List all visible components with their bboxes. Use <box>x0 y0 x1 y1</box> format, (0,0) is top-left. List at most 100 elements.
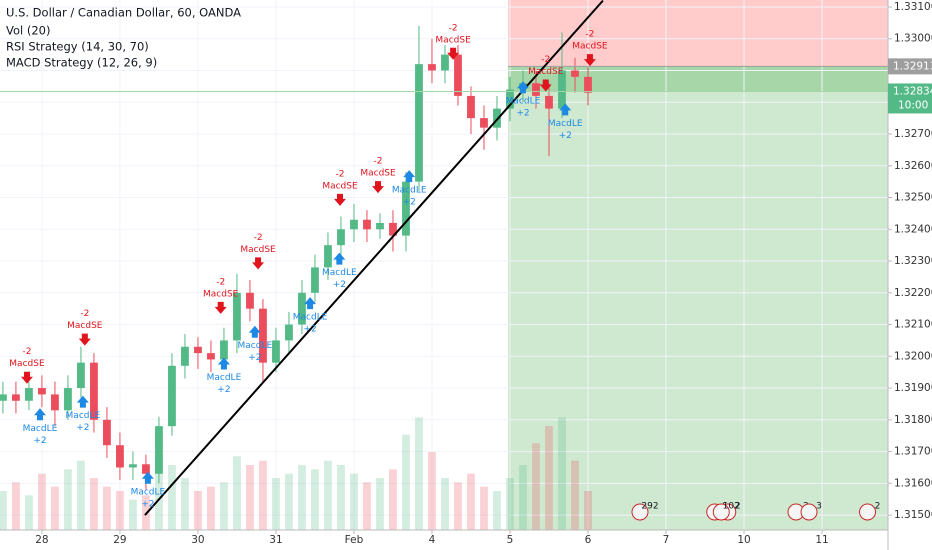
indicator: RSI Strategy (14, 30, 70) <box>6 40 149 54</box>
volume-bar <box>467 473 475 530</box>
y-tick-label: 1.31900 <box>894 382 932 394</box>
candle-body <box>350 219 358 230</box>
signal-label: MacdLE <box>322 268 357 278</box>
volume-bar <box>415 417 423 530</box>
volume-bar <box>454 482 462 530</box>
signal-arrow <box>333 252 346 265</box>
x-tick-label: 6 <box>585 534 592 546</box>
volume-bar <box>259 460 267 530</box>
indicator: MACD Strategy (12, 26, 9) <box>6 56 157 70</box>
entry-price-box <box>888 58 932 75</box>
candle-body <box>25 388 33 401</box>
x-tick-label: 28 <box>35 534 48 546</box>
x-tick-label: 5 <box>507 534 514 546</box>
candle-body <box>77 362 85 389</box>
countdown-label: 10:00 <box>898 99 928 111</box>
candle-body <box>90 362 98 420</box>
signal-qty: -2 <box>335 169 344 179</box>
event-count: 292 <box>641 502 658 512</box>
signal-arrow <box>248 325 261 338</box>
signal-label: MacdLE <box>66 411 101 421</box>
signal-arrow <box>217 357 230 370</box>
signal-qty: +2 <box>33 436 46 446</box>
signal-qty: +2 <box>217 385 230 395</box>
signal-qty: -2 <box>585 30 594 40</box>
y-tick-label: 1.32200 <box>894 287 932 299</box>
signal-qty: +2 <box>248 353 261 363</box>
signal-arrow <box>583 54 596 67</box>
candle-body <box>545 95 553 109</box>
candle-body <box>12 394 20 401</box>
y-tick-label: 1.32600 <box>894 160 932 172</box>
candle-body <box>480 118 488 128</box>
candle-body <box>441 54 449 71</box>
signal-label: MacdLE <box>392 186 427 196</box>
volume-bar <box>389 469 397 530</box>
indicator: Vol (20) <box>6 24 50 38</box>
candle-body <box>168 365 176 427</box>
volume-bar <box>324 460 332 530</box>
event-icon <box>859 503 877 521</box>
candle-body <box>64 388 72 411</box>
candle-body <box>415 64 423 182</box>
volume-bar <box>168 465 176 530</box>
candle-body <box>103 419 111 446</box>
volume-bar <box>129 499 137 530</box>
signal-arrow <box>403 170 416 183</box>
volume-bar <box>246 465 254 530</box>
signal-qty: -2 <box>216 277 225 287</box>
volume-bar <box>272 478 280 530</box>
y-tick-label: 1.32500 <box>894 192 932 204</box>
volume-bar <box>77 460 85 530</box>
candle-body <box>259 308 267 363</box>
chart-title: U.S. Dollar / Canadian Dollar, 60, OANDA <box>6 6 241 20</box>
volume-bar <box>363 482 371 530</box>
signal-qty: +2 <box>333 280 346 290</box>
current-price-label: 1.32834 <box>893 85 932 97</box>
volume-bar <box>428 452 436 530</box>
signal-qty: -2 <box>541 55 550 65</box>
candle-body <box>493 108 501 128</box>
event-count: 102 <box>723 502 740 512</box>
signal-label: MacdLE <box>207 373 242 383</box>
candle-body <box>428 64 436 71</box>
y-tick-label: 1.31500 <box>894 509 932 521</box>
volume-bar <box>571 460 579 530</box>
signal-arrow <box>516 81 529 94</box>
signal-label: MacdSE <box>322 181 358 191</box>
candle-body <box>506 89 514 109</box>
candle-body <box>376 222 384 230</box>
y-tick-label: 1.33100 <box>894 1 932 13</box>
x-tick-label: 10 <box>737 534 750 546</box>
volume-bar <box>376 478 384 530</box>
signal-qty: -2 <box>374 157 383 167</box>
signal-arrow <box>252 257 265 270</box>
signal-arrow <box>372 181 385 194</box>
event-icon <box>631 503 649 521</box>
x-tick-label: 4 <box>429 534 436 546</box>
volume-bar <box>25 495 33 530</box>
signal-arrow <box>214 301 227 314</box>
volume-bar <box>207 486 215 530</box>
volume-bar <box>155 473 163 530</box>
signal-qty: -2 <box>22 347 31 357</box>
candle-body <box>324 245 332 268</box>
volume-bar <box>558 417 566 530</box>
signal-label: MacdLE <box>131 487 166 497</box>
signal-label: MacdSE <box>528 67 564 77</box>
target-zone <box>508 66 888 530</box>
candle-body <box>285 324 293 341</box>
y-tick-label: 1.31700 <box>894 446 932 458</box>
signal-arrow <box>20 371 33 384</box>
volume-bar <box>493 491 501 530</box>
candle-body <box>532 83 540 96</box>
y-tick-label: 1.31800 <box>894 414 932 426</box>
event-count: 2 <box>735 502 741 512</box>
signal-arrow <box>141 471 154 484</box>
candle-body <box>142 464 150 474</box>
candle-body <box>311 267 319 293</box>
y-tick-label: 1.32300 <box>894 255 932 267</box>
volume-bar <box>532 443 540 530</box>
volume-bar <box>51 486 59 530</box>
